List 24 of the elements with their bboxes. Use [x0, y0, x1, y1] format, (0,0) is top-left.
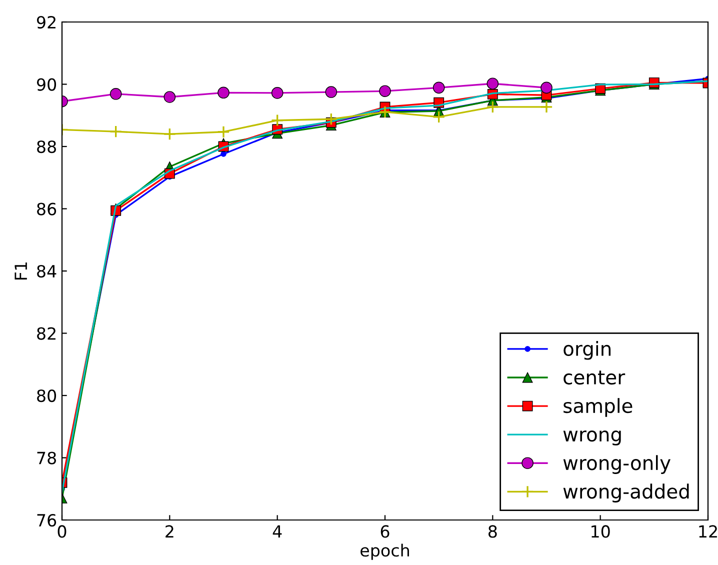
- legend-label: center: [564, 370, 626, 385]
- y-axis-title: F1: [14, 262, 27, 280]
- x-tick-label: 4: [272, 525, 282, 538]
- x-tick-label: 6: [380, 525, 390, 538]
- y-tick-label: 78: [37, 452, 56, 464]
- x-tick-label: 2: [166, 525, 174, 538]
- y-tick-label: 88: [37, 140, 56, 154]
- y-tick-label: 84: [37, 264, 56, 278]
- x-tick-label: 12: [699, 525, 717, 538]
- x-tick-label: 10: [592, 525, 610, 538]
- y-tick-label: 82: [37, 327, 56, 340]
- y-tick-label: 86: [37, 202, 56, 216]
- legend-label: wrong-added: [563, 484, 689, 502]
- x-tick-label: 0: [58, 525, 66, 538]
- legend-label: wrong-only: [563, 455, 671, 474]
- legend-label: sample: [564, 398, 632, 417]
- x-tick-label: 8: [488, 525, 497, 538]
- x-axis-title: epoch: [360, 544, 409, 560]
- y-tick-label: 76: [37, 514, 56, 527]
- y-tick-label: 80: [37, 389, 56, 402]
- y-tick-label: 90: [36, 78, 56, 91]
- y-tick-label: 92: [36, 16, 56, 29]
- legend-label: wrong: [563, 430, 621, 446]
- legend-label: orgin: [564, 340, 611, 360]
